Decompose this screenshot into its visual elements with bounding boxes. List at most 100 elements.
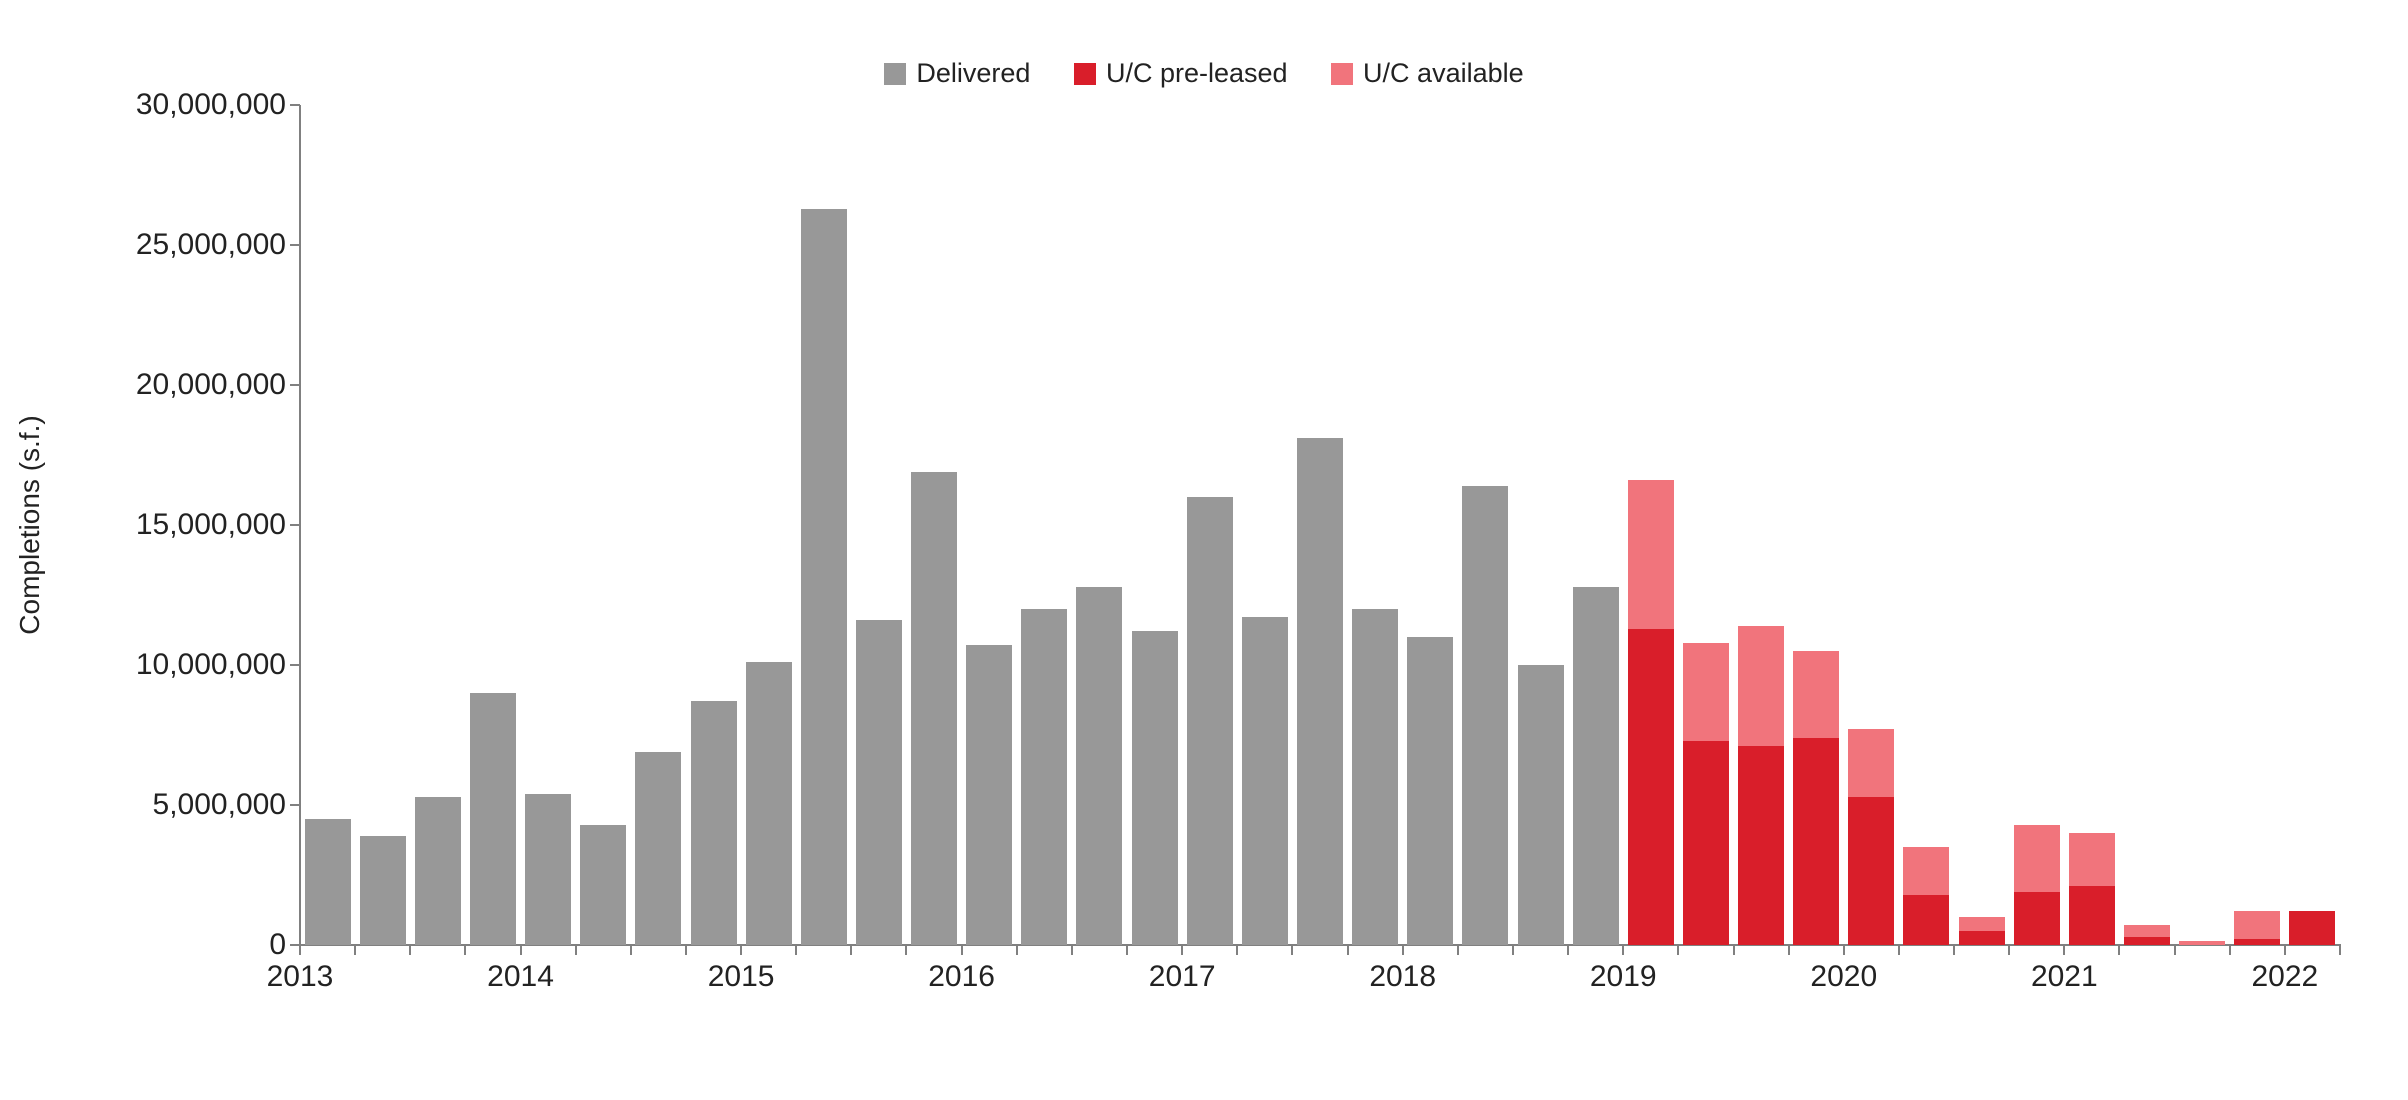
- y-tick-mark: [290, 244, 300, 246]
- x-tick-mark: [1843, 945, 1845, 955]
- x-tick-label: 2013: [267, 960, 334, 994]
- x-tick-mark: [685, 945, 687, 955]
- x-tick-mark: [2174, 945, 2176, 955]
- x-tick-mark: [850, 945, 852, 955]
- bar: [856, 105, 902, 945]
- x-tick-mark: [2118, 945, 2120, 955]
- x-tick-mark: [795, 945, 797, 955]
- bar: [1462, 105, 1508, 945]
- bars-container: [300, 105, 2340, 945]
- bar: [1187, 105, 1233, 945]
- x-tick-mark: [575, 945, 577, 955]
- bar-segment-uc-available: [1683, 643, 1729, 741]
- bar-segment-delivered: [691, 701, 737, 945]
- bar-segment-uc-available: [2124, 925, 2170, 936]
- x-tick-mark: [1347, 945, 1349, 955]
- legend-swatch-uc-preleased: [1074, 63, 1096, 85]
- bar-segment-delivered: [360, 836, 406, 945]
- bar-segment-delivered: [635, 752, 681, 945]
- legend-swatch-delivered: [884, 63, 906, 85]
- x-tick-mark: [1512, 945, 1514, 955]
- bar-segment-delivered: [911, 472, 957, 945]
- legend-label-uc-preleased: U/C pre-leased: [1106, 58, 1288, 89]
- x-tick-mark: [2339, 945, 2341, 955]
- x-tick-mark: [905, 945, 907, 955]
- y-tick-label: 30,000,000: [86, 88, 286, 122]
- bar: [2289, 105, 2335, 945]
- plot-area: [300, 105, 2340, 945]
- x-tick-mark: [630, 945, 632, 955]
- x-tick-label: 2015: [708, 960, 775, 994]
- x-tick-mark: [1236, 945, 1238, 955]
- x-tick-mark: [354, 945, 356, 955]
- bar: [1573, 105, 1619, 945]
- x-tick-label: 2021: [2031, 960, 2098, 994]
- bar: [1407, 105, 1453, 945]
- completions-chart: Delivered U/C pre-leased U/C available C…: [0, 0, 2408, 1100]
- bar: [691, 105, 737, 945]
- bar: [2234, 105, 2280, 945]
- x-tick-label: 2022: [2251, 960, 2318, 994]
- y-tick-mark: [290, 664, 300, 666]
- bar-segment-delivered: [1297, 438, 1343, 945]
- x-tick-mark: [1567, 945, 1569, 955]
- bar-segment-delivered: [1518, 665, 1564, 945]
- x-tick-mark: [1788, 945, 1790, 955]
- bar-segment-uc-available: [1793, 651, 1839, 738]
- y-tick-label: 25,000,000: [86, 228, 286, 262]
- bar: [1903, 105, 1949, 945]
- y-tick-mark: [290, 804, 300, 806]
- bar-segment-uc-available: [1903, 847, 1949, 895]
- legend-item-uc-preleased: U/C pre-leased: [1074, 58, 1288, 89]
- bar-segment-delivered: [580, 825, 626, 945]
- bar-segment-delivered: [1407, 637, 1453, 945]
- bar: [1628, 105, 1674, 945]
- bar-segment-delivered: [305, 819, 351, 945]
- y-tick-label: 0: [86, 928, 286, 962]
- bar-segment-uc-available: [2069, 833, 2115, 886]
- bar-segment-uc-preleased: [2124, 937, 2170, 945]
- x-tick-mark: [1457, 945, 1459, 955]
- bar: [1352, 105, 1398, 945]
- bar-segment-delivered: [470, 693, 516, 945]
- bar-segment-delivered: [746, 662, 792, 945]
- x-tick-mark: [1291, 945, 1293, 955]
- x-tick-label: 2016: [928, 960, 995, 994]
- y-tick-label: 5,000,000: [86, 788, 286, 822]
- bar-segment-uc-preleased: [2069, 886, 2115, 945]
- bar: [746, 105, 792, 945]
- x-tick-mark: [464, 945, 466, 955]
- bar-segment-uc-available: [1959, 917, 2005, 931]
- x-tick-mark: [1016, 945, 1018, 955]
- bar-segment-delivered: [415, 797, 461, 945]
- bar-segment-uc-preleased: [1848, 797, 1894, 945]
- bar: [801, 105, 847, 945]
- y-tick-label: 20,000,000: [86, 368, 286, 402]
- bar-segment-uc-preleased: [2014, 892, 2060, 945]
- x-tick-mark: [961, 945, 963, 955]
- bar-segment-uc-preleased: [1683, 741, 1729, 945]
- bar-segment-uc-preleased: [1903, 895, 1949, 945]
- bar-segment-delivered: [1132, 631, 1178, 945]
- bar-segment-uc-available: [1628, 480, 1674, 628]
- bar-segment-delivered: [1462, 486, 1508, 945]
- bar: [580, 105, 626, 945]
- x-tick-label: 2019: [1590, 960, 1657, 994]
- bar: [360, 105, 406, 945]
- bar: [305, 105, 351, 945]
- y-tick-mark: [290, 384, 300, 386]
- bar-segment-delivered: [1187, 497, 1233, 945]
- legend-swatch-uc-available: [1331, 63, 1353, 85]
- bar-segment-delivered: [966, 645, 1012, 945]
- bar-segment-delivered: [1573, 587, 1619, 945]
- x-tick-mark: [2008, 945, 2010, 955]
- x-tick-mark: [1181, 945, 1183, 955]
- x-tick-label: 2017: [1149, 960, 1216, 994]
- legend-label-uc-available: U/C available: [1363, 58, 1524, 89]
- bar: [1297, 105, 1343, 945]
- bar-segment-uc-preleased: [1628, 629, 1674, 945]
- bar: [1848, 105, 1894, 945]
- bar: [635, 105, 681, 945]
- x-tick-label: 2018: [1369, 960, 1436, 994]
- x-tick-mark: [409, 945, 411, 955]
